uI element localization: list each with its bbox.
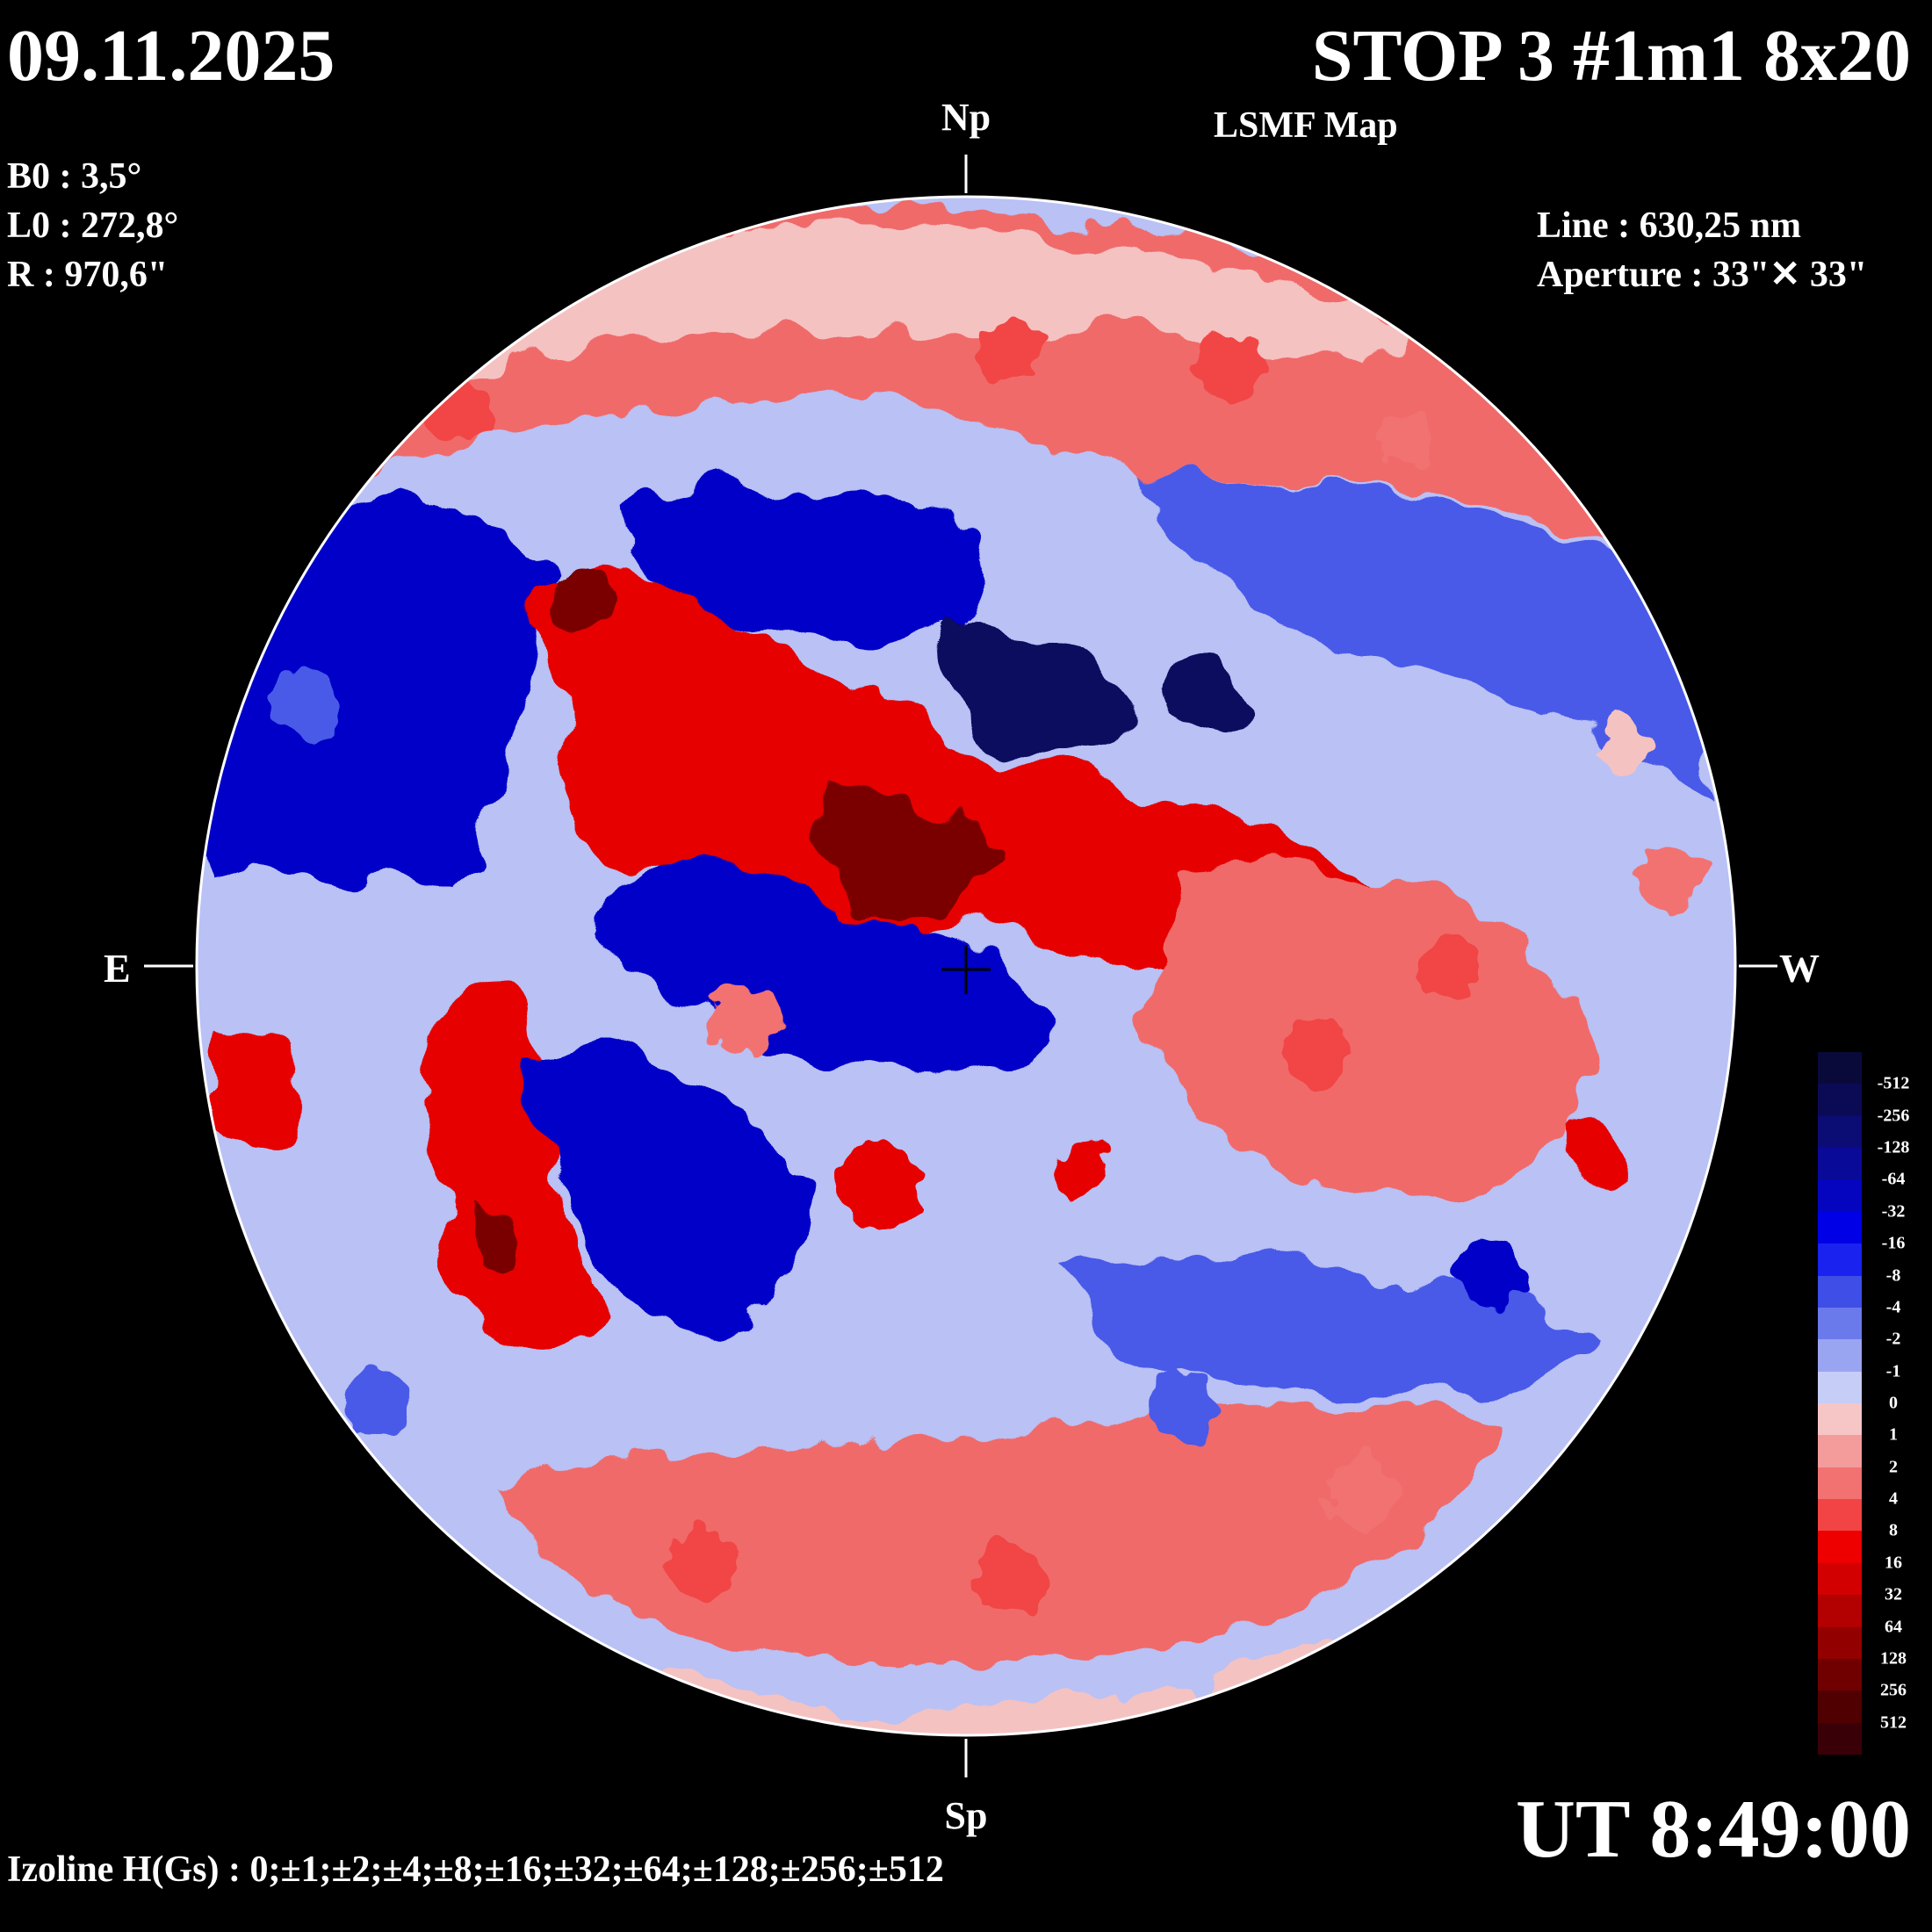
legend-swatch (1818, 1244, 1862, 1277)
legend-swatch (1818, 1403, 1862, 1436)
south-negative-band (1054, 1261, 1598, 1398)
map-subtitle: LSMF Map (1214, 105, 1398, 146)
legend-level-label: -32 (1881, 1201, 1906, 1222)
west-positive-spot (1559, 1110, 1635, 1190)
b0-value: B0 : 3,5° (7, 156, 142, 197)
field-strength-legend: -512 -256 -128 -64 -32 -16 -8 -4 -2 -1 0 1 2 4 8 16 32 64… (1818, 1052, 1923, 1755)
east-label: E (104, 946, 131, 991)
legend-level-label: 128 (1880, 1648, 1907, 1669)
north-negative-region (613, 488, 992, 640)
legend-swatch (1818, 1499, 1862, 1532)
l0-value: L0 : 272,8° (7, 205, 179, 246)
legend-level-label: -1 (1885, 1361, 1901, 1381)
south-negative-region (525, 1049, 804, 1335)
legend-level-label: 32 (1885, 1584, 1902, 1604)
legend-swatch (1818, 1531, 1862, 1564)
legend-level-label: -4 (1885, 1297, 1901, 1317)
legend-level-label: 8 (1889, 1520, 1898, 1540)
observation-title: STOP 3 #1m1 8x20 (1311, 15, 1911, 97)
legend-level-label: 4 (1889, 1489, 1898, 1509)
southeast-positive-core (465, 1210, 520, 1280)
west-negative-spot (1172, 661, 1247, 739)
west-label: W (1779, 946, 1820, 991)
legend-level-label: -16 (1881, 1233, 1906, 1253)
field-regions (197, 197, 1735, 1735)
legend-swatch (1818, 1371, 1862, 1404)
legend-swatch (1818, 1626, 1862, 1660)
legend-swatch (1818, 1562, 1862, 1596)
legend-level-label: 256 (1880, 1680, 1907, 1700)
legend-level-label: 0 (1889, 1393, 1898, 1413)
legend-swatch (1818, 1211, 1862, 1244)
legend-swatch (1818, 1052, 1862, 1085)
legend-swatch (1818, 1339, 1862, 1373)
disk-center-crosshair (941, 945, 991, 994)
legend-level-label: -128 (1877, 1137, 1910, 1157)
legend-swatch (1818, 1690, 1862, 1724)
legend-level-label: -512 (1877, 1073, 1910, 1093)
far-east-positive (211, 1028, 300, 1147)
legend-swatch (1818, 1595, 1862, 1628)
izoline-levels: Izoline H(Gs) : 0;±1;±2;±4;±8;±16;±32;±6… (7, 1849, 944, 1890)
north-negative-core (938, 626, 1134, 762)
legend-level-label: 1 (1889, 1424, 1898, 1445)
observation-date: 09.11.2025 (7, 15, 335, 97)
legend-swatch (1818, 1275, 1862, 1308)
legend-level-label: 16 (1885, 1553, 1902, 1573)
aperture-size: Aperture : 33"✕ 33" (1537, 255, 1868, 295)
legend-level-label: 2 (1889, 1457, 1898, 1477)
south-positive-band (492, 1407, 1493, 1665)
legend-swatch (1818, 1084, 1862, 1117)
ut-time: UT 8:49:00 (1516, 1784, 1911, 1875)
legend-swatch (1818, 1722, 1862, 1755)
legend-swatch (1818, 1179, 1862, 1213)
legend-level-label: -64 (1881, 1169, 1906, 1189)
legend-level-label: 512 (1880, 1712, 1907, 1733)
central-negative-region (599, 863, 1054, 1082)
legend-swatch (1818, 1307, 1862, 1340)
central-positive-core (819, 785, 1010, 917)
disk-limb (195, 195, 1737, 1737)
legend-swatch (1818, 1658, 1862, 1691)
legend-level-label: -256 (1877, 1106, 1910, 1126)
west-negative-band (1142, 479, 1712, 790)
north-pole-label: Np (941, 96, 991, 139)
legend-swatch (1818, 1467, 1862, 1500)
legend-level-label: -8 (1885, 1265, 1901, 1286)
central-positive-region (525, 568, 1380, 997)
legend-swatch (1818, 1435, 1862, 1468)
legend-level-label: -2 (1885, 1329, 1901, 1349)
legend-level-label: 64 (1885, 1617, 1902, 1637)
small-scale-field-texture (272, 321, 1704, 1616)
spectral-line: Line : 630,25 nm (1537, 205, 1802, 246)
south-pole-label: Sp (944, 1794, 988, 1837)
ne-positive-core (544, 566, 615, 631)
radius-value: R : 970,6" (7, 255, 169, 295)
legend-swatch (1818, 1115, 1862, 1149)
legend-swatch (1818, 1148, 1862, 1180)
